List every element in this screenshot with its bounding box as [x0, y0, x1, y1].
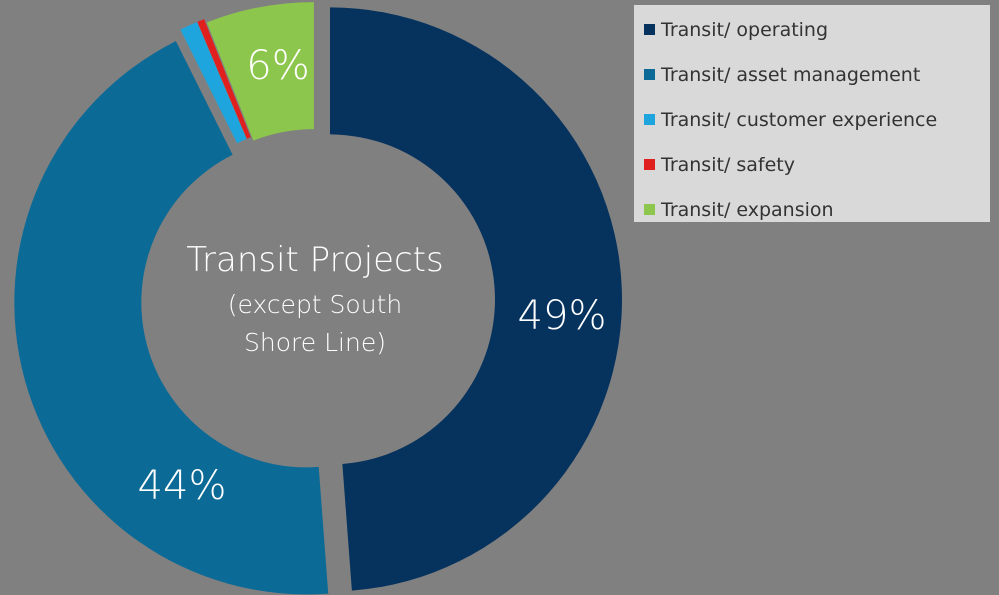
legend-swatch — [644, 159, 655, 170]
legend-label: Transit/ customer experience — [661, 108, 938, 131]
legend-label: Transit/ asset management — [661, 63, 921, 86]
legend-item: Transit/ expansion — [644, 187, 990, 232]
legend-swatch — [644, 204, 655, 215]
legend-label: Transit/ operating — [661, 18, 829, 41]
legend-item: Transit/ asset management — [644, 52, 990, 97]
legend-swatch — [644, 114, 655, 125]
data-label: 44% — [138, 463, 227, 509]
legend-swatch — [644, 24, 655, 35]
center-subtitle: (except South Shore Line) — [227, 290, 403, 357]
center-label: Transit Projects (except South Shore Lin… — [150, 240, 480, 362]
donut-slice — [329, 7, 622, 591]
donut-slice — [180, 22, 247, 144]
data-label: 49% — [518, 293, 607, 339]
legend-item: Transit/ safety — [644, 142, 990, 187]
legend-swatch — [644, 69, 655, 80]
donut-slice — [197, 19, 251, 139]
data-label: 6% — [246, 43, 309, 89]
legend: Transit/ operating Transit/ asset managem… — [634, 5, 990, 222]
legend-item: Transit/ customer experience — [644, 97, 990, 142]
donut-slice — [206, 2, 314, 141]
legend-item: Transit/ operating — [644, 7, 990, 52]
donut-slice — [14, 41, 329, 595]
legend-label: Transit/ expansion — [661, 198, 834, 221]
center-title: Transit Projects — [186, 240, 444, 280]
legend-label: Transit/ safety — [661, 153, 795, 176]
